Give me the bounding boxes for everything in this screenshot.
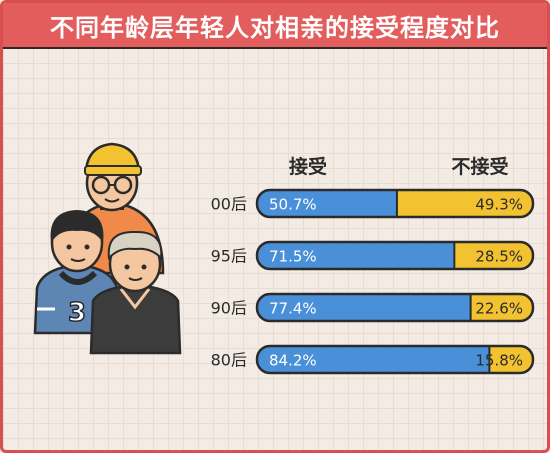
data-label-accept: 84.2%: [269, 352, 317, 370]
title-bar: 不同年龄层年轻人对相亲的接受程度对比: [3, 3, 547, 49]
jersey-number: 3: [68, 298, 86, 328]
category-label: 00后: [211, 195, 247, 214]
bar-reject: [454, 242, 533, 269]
category-label: 95后: [211, 247, 247, 266]
category-label: 80后: [211, 351, 247, 370]
data-label-accept: 71.5%: [269, 248, 317, 266]
data-label-accept: 50.7%: [269, 196, 317, 214]
legend-reject-label: 不接受: [451, 155, 508, 178]
bar-outline: [255, 188, 535, 219]
chart-title: 不同年龄层年轻人对相亲的接受程度对比: [50, 13, 500, 42]
bar-reject: [396, 190, 533, 217]
bar-accept: [257, 346, 490, 373]
data-label-reject: 28.5%: [475, 248, 523, 266]
bar-row: [257, 346, 533, 373]
chart-area: 3 接受 不接受 00后 50.7% 49.3%95后 71.5% 2: [33, 142, 535, 375]
bar-outline: [255, 240, 535, 271]
legend-accept-label: 接受: [289, 155, 327, 178]
bar-row: [257, 190, 533, 217]
bar-accept: [257, 294, 471, 321]
bar-row: [257, 242, 533, 269]
bar-outline: [255, 292, 535, 323]
bar-row: [257, 294, 533, 321]
data-label-accept: 77.4%: [269, 300, 317, 318]
bar-reject: [489, 346, 533, 373]
bar-accept: [257, 242, 455, 269]
data-label-reject: 49.3%: [475, 196, 523, 214]
data-label-reject: 22.6%: [475, 300, 523, 318]
bar-reject: [470, 294, 533, 321]
category-label: 90后: [211, 299, 247, 318]
three-young-people-illustration: 3: [33, 142, 182, 355]
person-in-dark-shirt-icon: [89, 230, 182, 355]
data-label-reject: 15.8%: [475, 352, 523, 370]
bars-group: 00后 50.7% 49.3% 95后 71.5% 28.5% 90后 77.4% 22.6% 8…: [211, 188, 535, 375]
bar-outline: [255, 344, 535, 375]
bar-accept: [257, 190, 397, 217]
